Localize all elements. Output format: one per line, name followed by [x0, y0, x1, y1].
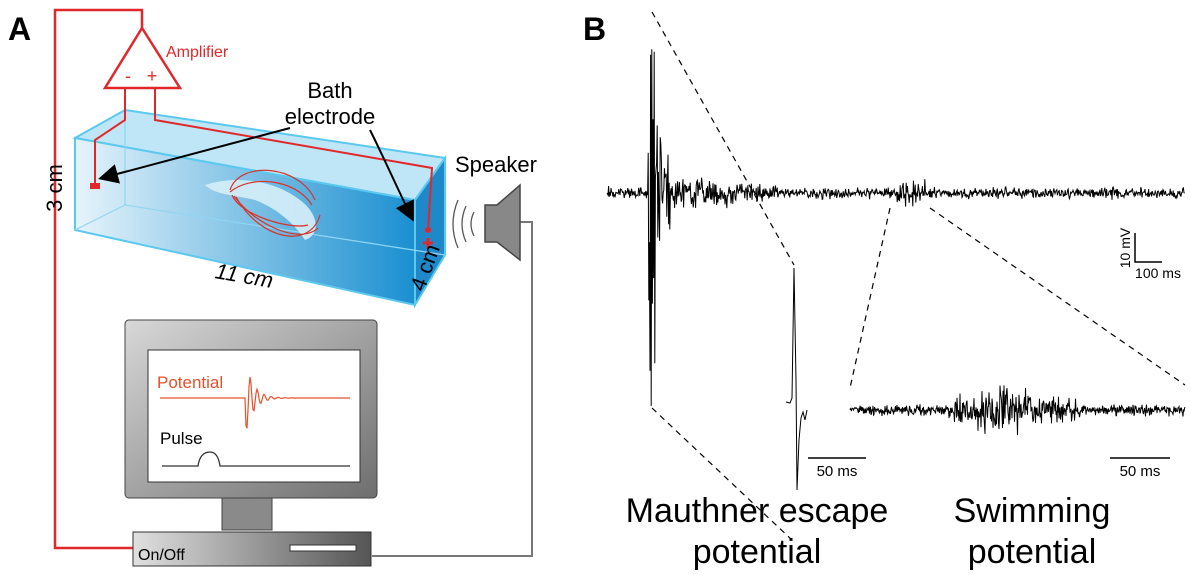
- drive-slot: [290, 545, 356, 551]
- trace: [850, 385, 1185, 435]
- annotation: electrode: [285, 104, 376, 129]
- caption: potential: [693, 533, 822, 571]
- speaker: [485, 185, 520, 260]
- scale-label: 50 ms: [1120, 463, 1161, 480]
- monitor-stand: [222, 498, 272, 530]
- trace: [607, 49, 1185, 406]
- annotation: Bath: [307, 78, 352, 103]
- amplifier-label: Amplifier: [166, 44, 229, 61]
- caption: potential: [968, 533, 1097, 571]
- trace: [786, 268, 807, 490]
- panel-label: B: [583, 11, 606, 47]
- screen-label: Pulse: [160, 429, 203, 448]
- panel-label: A: [8, 11, 31, 47]
- scale-bar: [1135, 233, 1162, 262]
- screen: [148, 350, 360, 482]
- scale-label: 100 ms: [1135, 265, 1181, 281]
- scale-label: 10 mV: [1117, 227, 1133, 268]
- sound-waves: [453, 200, 474, 248]
- dimension: 3 cm: [42, 164, 67, 212]
- amp-minus: -: [125, 66, 131, 86]
- zoom-lines: [652, 12, 1185, 540]
- electrode-tip: [425, 227, 431, 233]
- scale-label: 50 ms: [817, 463, 858, 480]
- caption: Mauthner escape: [626, 492, 889, 530]
- caption: Swimming: [954, 492, 1111, 530]
- screen-label: Potential: [157, 373, 223, 392]
- electrode-minus: [90, 183, 100, 189]
- amp-plus: +: [147, 66, 158, 86]
- power-button: On/Off: [138, 547, 185, 564]
- speaker-label: Speaker: [455, 152, 537, 177]
